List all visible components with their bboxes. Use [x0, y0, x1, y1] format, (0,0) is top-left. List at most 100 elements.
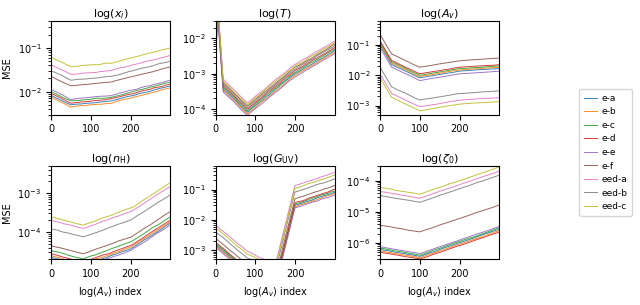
e-d: [447, 67, 455, 70]
e-e: [495, 70, 503, 73]
eed-c: [447, 104, 455, 107]
e-e: [447, 74, 455, 77]
eed-b: [376, 65, 384, 69]
e-c: [447, 68, 455, 72]
e-d: [449, 66, 457, 70]
eed-c: [449, 103, 457, 107]
e-b: [484, 66, 492, 70]
e-f: [376, 33, 384, 36]
eed-a: [376, 72, 384, 76]
Title: log($G_\mathrm{UV}$): log($G_\mathrm{UV}$): [252, 152, 298, 166]
X-axis label: log($A_v$) index: log($A_v$) index: [243, 285, 308, 299]
e-b: [376, 42, 384, 46]
e-b: [477, 67, 484, 70]
e-c: [495, 64, 503, 68]
e-e: [477, 71, 484, 74]
Line: e-c: e-c: [380, 42, 499, 75]
Title: log($A_v$): log($A_v$): [420, 7, 460, 21]
e-a: [447, 71, 455, 74]
eed-a: [376, 73, 384, 76]
eed-c: [447, 103, 455, 107]
Y-axis label: MSE: MSE: [2, 202, 12, 223]
e-c: [477, 65, 484, 69]
Line: e-b: e-b: [380, 44, 499, 77]
eed-b: [495, 89, 503, 93]
e-a: [495, 67, 503, 70]
eed-a: [495, 96, 503, 99]
e-f: [449, 60, 457, 63]
e-b: [376, 42, 384, 45]
e-d: [447, 67, 455, 70]
Line: eed-c: eed-c: [380, 78, 499, 111]
eed-c: [376, 76, 384, 80]
e-e: [484, 70, 492, 74]
eed-a: [447, 100, 455, 103]
eed-c: [495, 100, 503, 103]
e-d: [477, 64, 484, 68]
e-b: [495, 65, 503, 69]
eed-b: [376, 66, 384, 70]
eed-b: [484, 90, 492, 93]
Y-axis label: MSE: MSE: [2, 58, 12, 78]
Line: e-d: e-d: [380, 41, 499, 74]
e-e: [376, 46, 384, 50]
e-d: [484, 64, 492, 67]
e-b: [415, 75, 423, 78]
e-f: [484, 57, 492, 61]
X-axis label: log($A_v$) index: log($A_v$) index: [78, 285, 143, 299]
Line: e-a: e-a: [380, 45, 499, 78]
e-e: [376, 46, 384, 49]
eed-b: [416, 98, 424, 102]
e-e: [449, 73, 457, 77]
Line: eed-b: eed-b: [380, 67, 499, 100]
eed-c: [415, 109, 423, 113]
e-b: [447, 69, 455, 73]
e-d: [376, 39, 384, 43]
eed-b: [477, 90, 484, 94]
e-c: [376, 41, 384, 45]
eed-a: [449, 99, 457, 103]
eed-b: [447, 93, 455, 97]
e-a: [376, 44, 384, 48]
Line: eed-a: eed-a: [380, 74, 499, 107]
e-d: [415, 72, 423, 76]
e-a: [447, 71, 455, 74]
e-d: [495, 63, 503, 66]
e-c: [484, 65, 492, 69]
eed-c: [376, 77, 384, 80]
e-a: [376, 43, 384, 47]
Line: e-e: e-e: [380, 48, 499, 81]
e-b: [449, 69, 457, 73]
e-c: [376, 40, 384, 44]
e-a: [477, 68, 484, 71]
e-f: [447, 60, 455, 64]
e-f: [415, 65, 423, 69]
eed-a: [416, 105, 424, 109]
Title: log($\zeta_0$): log($\zeta_0$): [420, 152, 459, 166]
Title: log($x_i$): log($x_i$): [93, 7, 129, 21]
e-e: [447, 74, 455, 77]
e-c: [447, 68, 455, 72]
eed-b: [447, 93, 455, 97]
e-f: [376, 33, 384, 37]
e-c: [449, 68, 457, 71]
eed-b: [449, 93, 457, 96]
X-axis label: log($A_v$) index: log($A_v$) index: [407, 285, 472, 299]
Line: e-f: e-f: [380, 34, 499, 67]
e-f: [447, 60, 455, 64]
Title: log($n_\mathrm{H}$): log($n_\mathrm{H}$): [91, 152, 131, 166]
e-f: [495, 56, 503, 60]
e-a: [484, 67, 492, 71]
e-d: [376, 40, 384, 43]
eed-a: [447, 99, 455, 103]
e-b: [447, 69, 455, 73]
eed-a: [484, 96, 492, 100]
e-e: [415, 79, 423, 82]
e-c: [415, 74, 423, 77]
e-f: [477, 57, 484, 61]
eed-c: [484, 100, 492, 104]
Legend: e-a, e-b, e-c, e-d, e-e, e-f, eed-a, eed-b, eed-c: e-a, e-b, e-c, e-d, e-e, e-f, eed-a, eed…: [579, 89, 632, 216]
e-a: [449, 70, 457, 74]
eed-a: [477, 97, 484, 100]
Title: log($T$): log($T$): [259, 7, 292, 21]
